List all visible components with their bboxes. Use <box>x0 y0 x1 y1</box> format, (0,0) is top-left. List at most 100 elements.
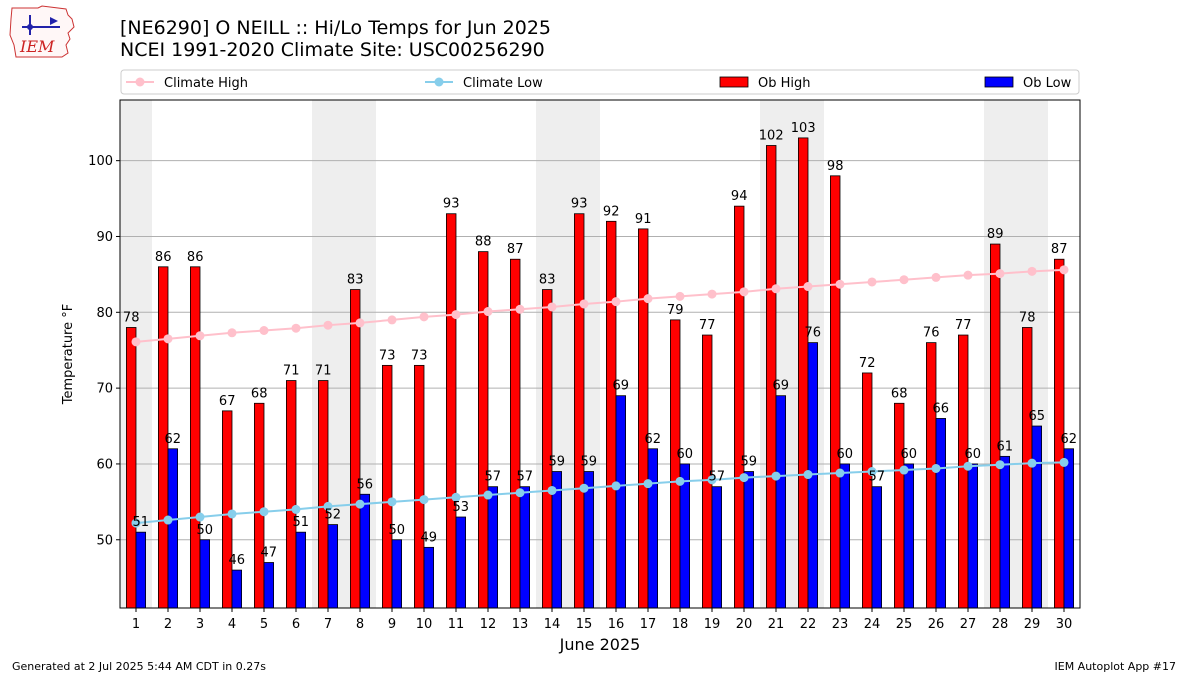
ob-low-bar <box>199 539 211 609</box>
ob-low-label: 46 <box>229 553 246 568</box>
ob-low-label: 66 <box>933 401 950 416</box>
climate-high-point <box>419 312 429 322</box>
ob-high-label: 102 <box>759 128 784 143</box>
climate-high-point <box>547 302 557 312</box>
ob-high-label: 83 <box>539 273 556 288</box>
y-tick-label: 70 <box>96 382 113 397</box>
climate-high-point <box>931 272 941 282</box>
ob-high-label: 77 <box>955 318 972 333</box>
legend-ob-low-swatch <box>984 76 1014 88</box>
x-tick-label: 2 <box>164 617 172 632</box>
x-tick-label: 19 <box>704 617 721 632</box>
climate-low-point <box>483 490 493 500</box>
x-tick-label: 30 <box>1056 617 1073 632</box>
legend-ob-high-label: Ob High <box>758 76 811 91</box>
climate-high-point <box>323 320 333 330</box>
ob-high-bar <box>381 364 393 609</box>
ob-low-label: 69 <box>613 379 630 394</box>
x-tick-label: 10 <box>416 617 433 632</box>
ob-high-label: 67 <box>219 394 236 409</box>
climate-high-point <box>643 294 653 304</box>
climate-low-point <box>707 475 717 485</box>
legend-climate-high-label: Climate High <box>164 76 248 91</box>
climate-high-point <box>515 304 525 314</box>
legend-climate-high-marker <box>135 77 145 87</box>
ob-low-label: 51 <box>133 515 150 530</box>
x-tick-label: 9 <box>388 617 396 632</box>
x-axis-label: June 2025 <box>559 635 641 654</box>
climate-low-point <box>547 485 557 495</box>
climate-high-point <box>131 337 141 347</box>
ob-low-label: 60 <box>901 447 918 462</box>
ob-low-label: 57 <box>869 470 886 485</box>
ob-low-label: 50 <box>197 523 214 538</box>
ob-high-bar <box>606 220 617 609</box>
climate-high-point <box>867 277 877 287</box>
legend-ob-high-swatch <box>719 76 749 88</box>
ob-high-label: 76 <box>923 326 940 341</box>
ob-low-bar <box>295 531 307 609</box>
ob-low-label: 59 <box>741 455 758 470</box>
ob-high-label: 71 <box>283 364 300 379</box>
ob-high-label: 73 <box>379 348 396 363</box>
x-tick-label: 24 <box>864 617 881 632</box>
climate-low-point <box>899 465 909 475</box>
ob-low-bar <box>615 395 627 609</box>
ob-high-bar <box>413 364 425 609</box>
ob-high-bar <box>862 372 873 609</box>
ob-high-bar <box>189 266 201 609</box>
logo-text: IEM <box>19 37 55 56</box>
ob-high-bar <box>126 327 137 609</box>
legend-climate-low-marker <box>434 77 444 87</box>
y-axis-label: Temperature °F <box>61 304 76 405</box>
ob-low-bar <box>359 493 371 609</box>
legend-box <box>120 69 1080 95</box>
ob-high-bar <box>285 380 297 609</box>
climate-low-point <box>355 499 365 509</box>
ob-low-bar <box>167 448 179 609</box>
ob-low-bar <box>871 486 883 609</box>
ob-low-bar <box>1031 425 1043 609</box>
x-tick-label: 21 <box>768 617 785 632</box>
ob-low-bar <box>999 455 1011 609</box>
ob-high-label: 86 <box>155 250 172 265</box>
climate-high-point <box>611 297 621 307</box>
ob-high-bar <box>317 380 329 609</box>
ob-high-label: 72 <box>859 356 876 371</box>
ob-low-label: 51 <box>293 515 310 530</box>
climate-high-point <box>675 291 685 301</box>
ob-low-label: 69 <box>773 379 790 394</box>
climate-low-point <box>803 470 813 480</box>
climate-high-point <box>579 299 589 309</box>
climate-high-point <box>483 307 493 317</box>
climate-high-point <box>899 275 909 285</box>
x-tick-label: 4 <box>228 617 236 632</box>
climate-low-point <box>419 495 429 505</box>
x-tick-label: 26 <box>928 617 945 632</box>
climate-low-point <box>1027 458 1037 468</box>
climate-low-point <box>1059 457 1069 467</box>
ob-high-label: 78 <box>1019 310 1036 325</box>
climate-low-point <box>995 460 1005 470</box>
climate-high-point <box>163 334 173 344</box>
ob-low-bar <box>519 486 531 609</box>
x-tick-label: 18 <box>672 617 689 632</box>
ob-low-bar <box>935 418 947 609</box>
climate-low-line <box>135 461 1065 525</box>
y-tick-label: 100 <box>88 154 113 169</box>
ob-low-label: 52 <box>325 508 342 523</box>
x-tick-label: 17 <box>640 617 657 632</box>
climate-high-point <box>963 270 973 280</box>
ob-high-label: 94 <box>731 189 748 204</box>
ob-low-bar <box>423 546 435 609</box>
ob-high-bar <box>766 145 777 609</box>
ob-low-bar <box>775 395 787 609</box>
climate-low-point <box>867 467 877 477</box>
y-tick-label: 50 <box>96 533 113 548</box>
x-tick-label: 6 <box>292 617 300 632</box>
ob-low-bar <box>1063 448 1075 609</box>
ob-high-bar <box>830 175 841 609</box>
ob-low-bar <box>967 463 979 609</box>
climate-high-point <box>835 279 845 289</box>
ob-low-bar <box>903 463 915 609</box>
